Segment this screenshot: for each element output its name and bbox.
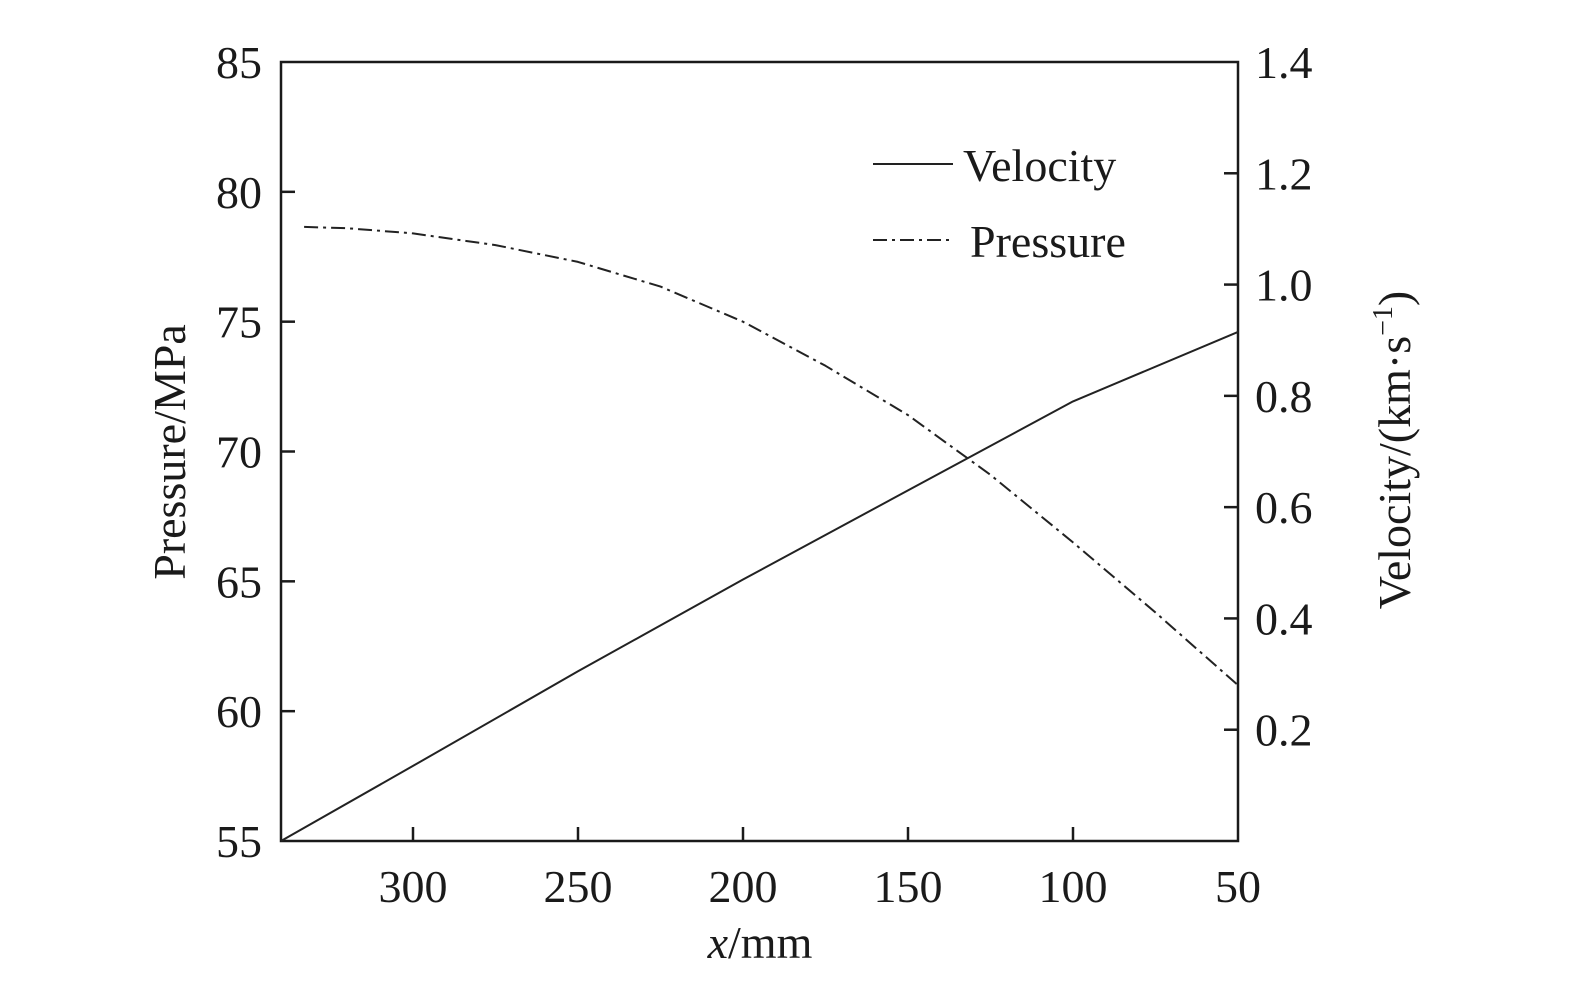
series-line-velocity (280, 330, 1239, 842)
x-axis-title: x/mm (707, 917, 813, 968)
y-right-tick-label: 1.2 (1255, 148, 1313, 199)
legend-label-velocity: Velocity (963, 140, 1116, 191)
y-left-tick-label: 75 (216, 297, 262, 348)
x-tick-label: 150 (874, 861, 943, 912)
y-right-tick-label: 0.2 (1255, 705, 1313, 756)
y-right-tick-label: 0.6 (1255, 482, 1313, 533)
y-right-tick-label: 0.4 (1255, 593, 1313, 644)
y-left-tick-label: 85 (216, 37, 262, 88)
x-axis: 300 250 200 150 100 50 (379, 827, 1261, 912)
legend-label-pressure: Pressure (970, 216, 1126, 267)
y-left-tick-label: 65 (216, 556, 262, 607)
y-axis-right: 0.2 0.4 0.6 0.8 1.0 1.2 1.4 (1224, 37, 1313, 756)
x-tick-label: 300 (379, 861, 448, 912)
x-tick-label: 100 (1039, 861, 1108, 912)
y-right-tick-label: 0.8 (1255, 371, 1313, 422)
series-layer (280, 225, 1239, 842)
y-left-tick-label: 55 (216, 816, 262, 867)
y-right-tick-label: 1.4 (1255, 37, 1313, 88)
y-left-tick-label: 60 (216, 686, 262, 737)
y-axis-left: 55 60 65 70 75 80 85 (216, 37, 295, 867)
legend: Velocity Pressure (873, 140, 1126, 267)
y-axis-right-title: Velocity/(km·s−1) (1368, 291, 1420, 610)
series-line-pressure (304, 225, 1239, 686)
x-tick-label: 250 (544, 861, 613, 912)
y-right-tick-label: 1.0 (1255, 260, 1313, 311)
x-tick-label: 200 (709, 861, 778, 912)
y-left-tick-label: 80 (216, 167, 262, 218)
y-axis-left-title: Pressure/MPa (144, 324, 195, 580)
x-tick-label: 50 (1215, 861, 1261, 912)
y-left-tick-label: 70 (216, 427, 262, 478)
